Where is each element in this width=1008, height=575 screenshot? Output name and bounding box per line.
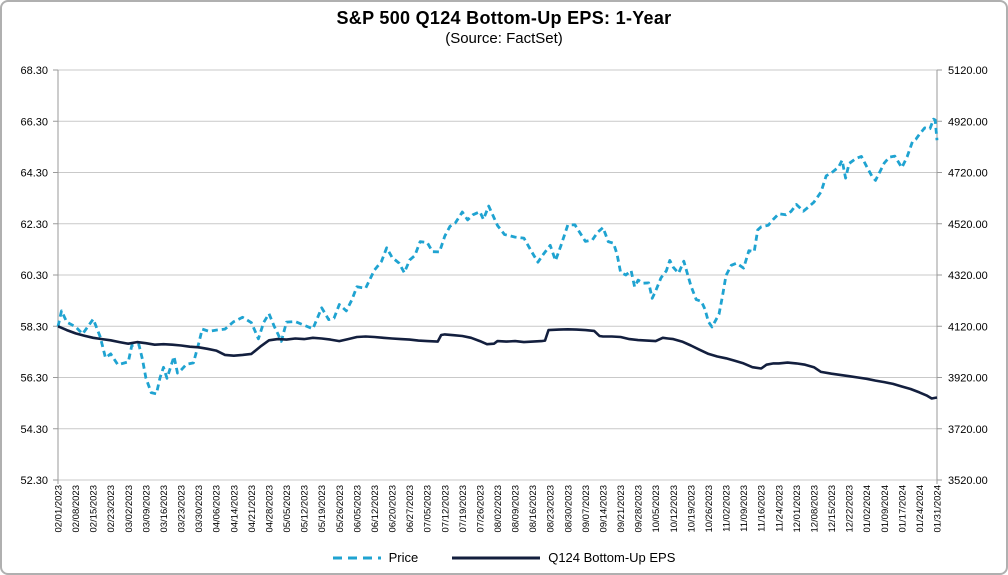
right-axis-label: 5120.00 <box>948 65 988 77</box>
x-axis-label: 09/14/2023 <box>598 485 609 533</box>
x-axis-label: 07/19/2023 <box>458 485 469 533</box>
right-axis-label: 4920.00 <box>948 116 988 128</box>
x-axis-label: 11/09/2023 <box>739 485 750 532</box>
x-axis-label: 01/09/2024 <box>880 485 891 533</box>
x-axis-label: 02/01/2023 <box>54 485 65 533</box>
x-axis-label: 03/23/2023 <box>177 485 188 533</box>
right-axis-label: 3720.00 <box>948 424 988 436</box>
x-axis-label: 01/17/2024 <box>897 485 908 533</box>
x-axis-label: 03/16/2023 <box>159 485 170 533</box>
chart-legend: Price Q124 Bottom-Up EPS <box>2 550 1006 565</box>
chart-subtitle: (Source: FactSet) <box>445 30 563 47</box>
x-axis-label: 09/21/2023 <box>616 485 627 533</box>
x-axis-label: 11/24/2023 <box>774 485 785 532</box>
x-axis-label: 02/15/2023 <box>89 485 100 533</box>
x-axis-label: 09/28/2023 <box>634 485 645 533</box>
right-axis-label: 4720.00 <box>948 168 988 180</box>
x-axis-label: 12/08/2023 <box>809 485 820 533</box>
x-axis-label: 11/02/2023 <box>722 485 733 532</box>
x-axis-label: 01/31/2024 <box>933 485 944 533</box>
x-axis-label: 10/26/2023 <box>704 485 715 533</box>
legend-line-sample <box>332 556 381 559</box>
right-axis-label: 4520.00 <box>948 219 988 231</box>
x-axis-label: 04/28/2023 <box>264 485 275 533</box>
right-axis-label: 4320.00 <box>948 270 988 282</box>
left-axis-label: 54.30 <box>20 424 48 436</box>
x-axis-label: 08/16/2023 <box>528 485 539 533</box>
x-axis-label: 08/30/2023 <box>563 485 574 533</box>
x-axis-label: 03/30/2023 <box>194 485 205 533</box>
x-axis-label: 08/23/2023 <box>546 485 557 533</box>
x-axis-label: 07/26/2023 <box>475 485 486 533</box>
x-axis-label: 10/19/2023 <box>686 485 697 533</box>
x-axis-label: 09/07/2023 <box>581 485 592 533</box>
x-axis-label: 02/23/2023 <box>106 485 117 533</box>
right-axis-label: 4120.00 <box>948 321 988 333</box>
right-axis-label: 3520.00 <box>948 475 988 487</box>
x-axis-label: 03/02/2023 <box>124 485 135 533</box>
x-axis-label: 08/09/2023 <box>511 485 522 533</box>
x-axis-label: 11/16/2023 <box>757 485 768 532</box>
chart-title: S&P 500 Q124 Bottom-Up EPS: 1-Year <box>336 8 672 28</box>
left-axis-label: 68.30 <box>20 65 48 77</box>
x-axis-label: 05/26/2023 <box>335 485 346 533</box>
x-axis-label: 10/12/2023 <box>669 485 680 533</box>
left-axis-label: 60.30 <box>20 270 48 282</box>
x-axis-label: 12/01/2023 <box>792 485 803 533</box>
x-axis-label: 05/05/2023 <box>282 485 293 533</box>
left-axis-label: 66.30 <box>20 116 48 128</box>
x-axis-label: 01/24/2024 <box>915 485 926 533</box>
x-axis-label: 01/02/2024 <box>862 485 873 533</box>
x-axis-label: 04/14/2023 <box>229 485 240 533</box>
price-line <box>56 117 939 396</box>
x-axis-label: 07/05/2023 <box>423 485 434 533</box>
x-axis-label: 05/12/2023 <box>300 485 311 533</box>
x-axis-label: 04/21/2023 <box>247 485 258 533</box>
left-axis-label: 64.30 <box>20 168 48 180</box>
x-axis-label: 06/12/2023 <box>370 485 381 533</box>
legend-label: Q124 Bottom-Up EPS <box>548 550 676 565</box>
eps-line <box>57 325 938 400</box>
left-axis-label: 52.30 <box>20 475 48 487</box>
x-axis-label: 02/08/2023 <box>71 485 82 533</box>
left-axis-label: 62.30 <box>20 219 48 231</box>
x-axis-label: 06/27/2023 <box>405 485 416 533</box>
x-axis-label: 06/05/2023 <box>352 485 363 533</box>
x-axis-label: 03/09/2023 <box>141 485 152 533</box>
x-axis-label: 06/20/2023 <box>388 485 399 533</box>
legend-item-price: Price <box>332 550 419 565</box>
right-axis-label: 3920.00 <box>948 373 988 385</box>
legend-label: Price <box>388 550 419 565</box>
legend-item-eps: Q124 Bottom-Up EPS <box>452 550 675 565</box>
legend-line-sample <box>452 556 541 559</box>
x-axis-label: 07/12/2023 <box>440 485 451 533</box>
x-axis-label: 12/22/2023 <box>845 485 856 533</box>
left-axis-label: 56.30 <box>20 373 48 385</box>
x-axis-label: 12/15/2023 <box>827 485 838 533</box>
left-axis-label: 58.30 <box>20 321 48 333</box>
x-axis-label: 05/19/2023 <box>317 485 328 533</box>
x-axis-label: 10/05/2023 <box>651 485 662 533</box>
x-axis-label: 08/02/2023 <box>493 485 504 533</box>
x-axis-label: 04/06/2023 <box>212 485 223 533</box>
